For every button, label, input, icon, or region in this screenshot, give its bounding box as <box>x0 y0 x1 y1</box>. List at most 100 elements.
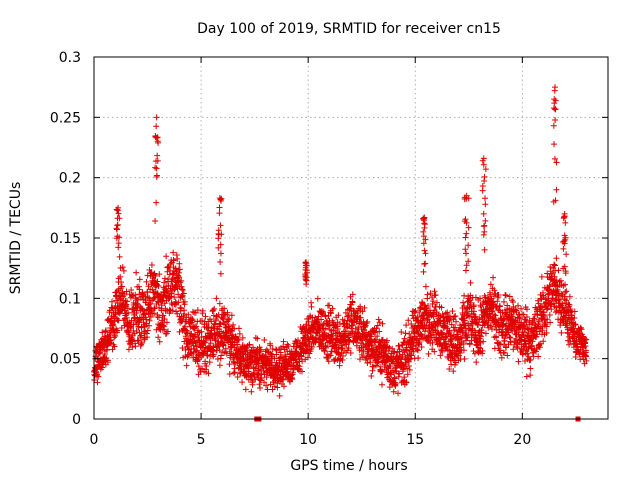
data-points <box>90 84 590 422</box>
data-point <box>136 276 143 283</box>
data-point <box>216 210 223 217</box>
data-point <box>437 352 444 359</box>
data-point <box>181 298 188 305</box>
data-point <box>171 294 178 301</box>
data-point <box>269 386 276 393</box>
data-point <box>503 320 510 327</box>
data-point <box>420 268 427 275</box>
data-point <box>417 331 424 338</box>
data-point <box>132 343 139 350</box>
data-point <box>142 311 149 318</box>
data-point <box>497 347 504 354</box>
data-point <box>566 293 573 300</box>
data-point <box>396 370 403 377</box>
data-point <box>168 290 175 297</box>
data-point <box>561 232 568 239</box>
data-point <box>134 300 141 307</box>
data-point <box>179 286 186 293</box>
data-point <box>457 350 464 357</box>
data-point <box>261 336 268 343</box>
data-point <box>551 262 558 269</box>
data-point <box>562 289 569 296</box>
data-point <box>176 266 183 273</box>
data-point <box>470 320 477 327</box>
data-point <box>571 308 578 315</box>
data-point <box>543 323 550 330</box>
data-point <box>234 373 241 380</box>
data-point <box>582 343 589 350</box>
data-point <box>296 363 303 370</box>
data-point <box>180 290 187 297</box>
data-point <box>539 327 546 334</box>
data-point <box>462 267 469 274</box>
data-point <box>509 313 516 320</box>
data-point <box>551 261 558 268</box>
data-point <box>392 380 399 387</box>
data-point <box>415 341 422 348</box>
data-point <box>480 155 487 162</box>
data-point <box>165 289 172 296</box>
data-point <box>94 379 101 386</box>
data-point <box>547 319 554 326</box>
data-point <box>372 336 379 343</box>
data-point <box>464 312 471 319</box>
data-point <box>563 288 570 295</box>
data-point <box>154 134 161 141</box>
data-point <box>302 273 309 280</box>
data-point <box>95 373 102 380</box>
data-point <box>425 303 432 310</box>
data-point <box>481 228 488 235</box>
data-point <box>303 277 310 284</box>
data-point <box>216 362 223 369</box>
data-point <box>553 277 560 284</box>
data-point <box>256 381 263 388</box>
data-point <box>327 310 334 317</box>
data-point <box>144 334 151 341</box>
data-point <box>257 385 264 392</box>
data-point <box>326 302 333 309</box>
data-point <box>153 165 160 172</box>
data-point <box>115 210 122 217</box>
data-point <box>315 313 322 320</box>
data-point <box>420 240 427 247</box>
data-point <box>578 326 585 333</box>
data-point <box>408 352 415 359</box>
data-point <box>128 286 135 293</box>
data-point <box>583 336 590 343</box>
data-point <box>378 381 385 388</box>
data-point <box>303 259 310 266</box>
data-point <box>540 309 547 316</box>
data-point <box>104 359 111 366</box>
data-point <box>237 369 244 376</box>
data-point <box>459 335 466 342</box>
data-point <box>347 349 354 356</box>
data-point <box>298 368 305 375</box>
data-point <box>416 339 423 346</box>
data-point <box>234 341 241 348</box>
data-point <box>152 164 159 171</box>
data-point <box>405 363 412 370</box>
data-point <box>363 329 369 336</box>
data-point <box>235 325 242 332</box>
data-point <box>222 345 229 352</box>
data-point <box>131 315 138 322</box>
data-point <box>424 291 431 298</box>
data-point <box>362 323 369 330</box>
data-point <box>364 360 371 367</box>
data-point <box>527 356 534 363</box>
data-point <box>506 322 513 329</box>
data-point <box>461 218 468 225</box>
data-point <box>117 273 124 280</box>
data-point <box>114 327 121 334</box>
data-point <box>202 313 209 320</box>
x-axis-label: GPS time / hours <box>290 458 407 474</box>
data-point <box>529 338 536 345</box>
data-point <box>327 339 334 346</box>
data-point <box>114 222 121 229</box>
data-point <box>395 390 402 397</box>
data-point <box>523 373 530 380</box>
data-point <box>583 347 590 354</box>
data-point <box>523 313 530 320</box>
data-point <box>493 334 500 341</box>
